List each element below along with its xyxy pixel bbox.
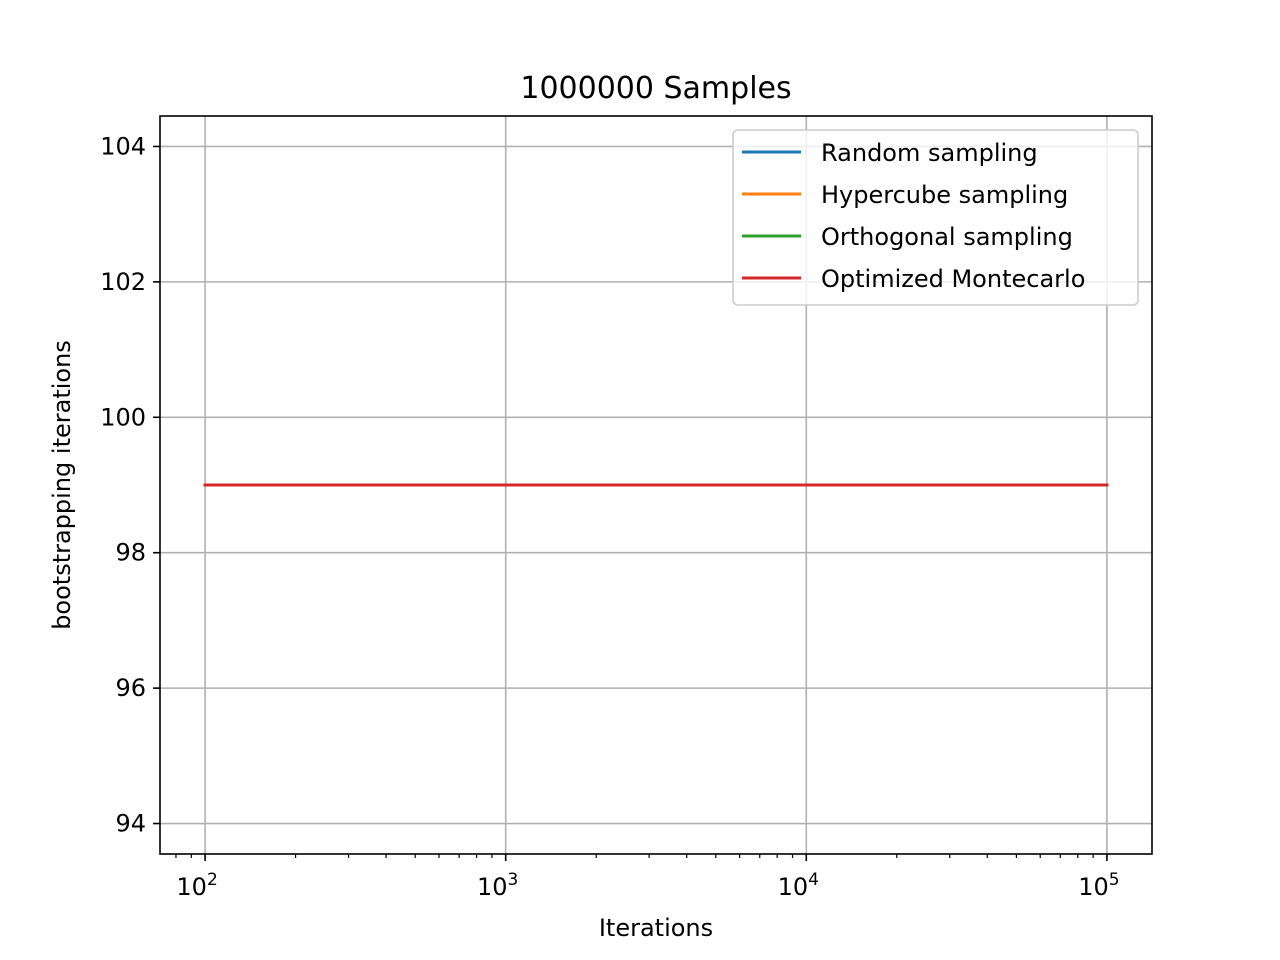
x-tick-label: 103 — [477, 870, 518, 901]
chart-title: 1000000 Samples — [520, 71, 791, 106]
legend-label: Optimized Montecarlo — [821, 265, 1085, 293]
y-tick-label: 96 — [115, 674, 146, 702]
y-tick-label: 100 — [100, 403, 146, 431]
x-tick-label: 104 — [778, 870, 819, 901]
y-tick-label: 94 — [115, 810, 146, 838]
legend: Random sampling Hypercube sampling Orthogo… — [732, 129, 1139, 306]
y-axis-ticks: 94 96 98 100 102 104 — [100, 132, 160, 838]
legend-label: Orthogonal sampling — [821, 223, 1073, 251]
x-tick-label: 102 — [176, 870, 217, 901]
legend-label: Hypercube sampling — [821, 181, 1068, 209]
legend-label: Random sampling — [821, 139, 1038, 167]
plot-frame — [159, 115, 1153, 855]
x-axis-ticks: 102 103 104 105 — [175, 854, 1120, 901]
y-tick-label: 102 — [100, 268, 146, 296]
x-tick-label: 105 — [1078, 870, 1119, 901]
y-axis-label: bootstrapping iterations — [48, 340, 76, 630]
y-tick-label: 98 — [115, 539, 146, 567]
legend-box — [732, 129, 1139, 306]
y-tick-label: 104 — [100, 132, 146, 160]
x-axis-label: Iterations — [599, 914, 713, 942]
